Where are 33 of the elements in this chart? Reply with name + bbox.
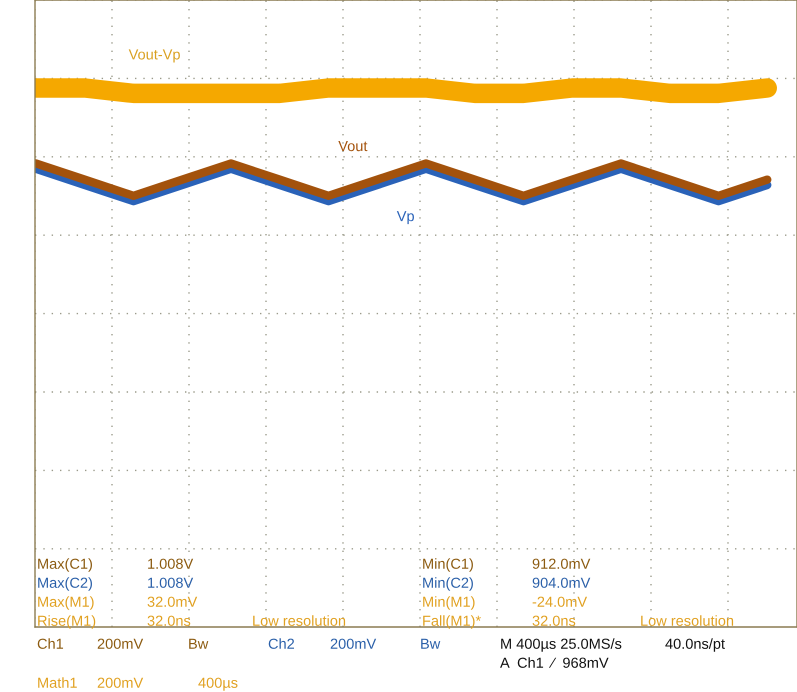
annotation: Low resolution	[641, 615, 734, 626]
text: Bw	[189, 638, 208, 649]
annotation: -24.0mV	[532, 596, 588, 607]
annotation: Rise(M1)	[38, 615, 96, 629]
text: Vp	[396, 211, 414, 224]
annotation: Min(M1)	[423, 596, 475, 610]
annotation: Max(C2)	[38, 577, 92, 591]
text: 200mV	[98, 678, 144, 688]
annotation: Low resolution	[253, 615, 346, 626]
text: Vout	[338, 141, 368, 152]
annotation: Max(M1)	[38, 596, 94, 610]
text: 400µs	[198, 678, 238, 691]
text: Ch2	[268, 638, 294, 649]
annotation: 912.0mV	[532, 558, 590, 569]
annotation: Min(C2)	[423, 577, 473, 591]
annotation: 32.0ns	[532, 616, 576, 626]
text: Math1	[38, 677, 77, 688]
text: A Ch1 ⁄ 968mV	[500, 657, 609, 668]
text: Ch1	[38, 638, 64, 649]
text: 200mV	[330, 638, 376, 649]
text: M 400µs 25.0MS/s	[501, 638, 622, 652]
annotation: 1.008V	[148, 578, 194, 588]
text: Vout-Vp	[128, 49, 180, 62]
annotation: 32.0mV	[148, 596, 198, 607]
text: 200mV	[98, 638, 144, 649]
text: Bw	[421, 638, 440, 649]
text: 40.0ns/pt	[665, 638, 725, 652]
annotation: 904.0mV	[532, 578, 590, 588]
annotation: Min(C1)	[423, 558, 473, 572]
annotation: 1.008V	[148, 558, 194, 569]
annotation: 32.0ns	[148, 616, 190, 626]
annotation: Fall(M1)*	[423, 615, 481, 629]
annotation: Max(C1)	[38, 558, 92, 572]
